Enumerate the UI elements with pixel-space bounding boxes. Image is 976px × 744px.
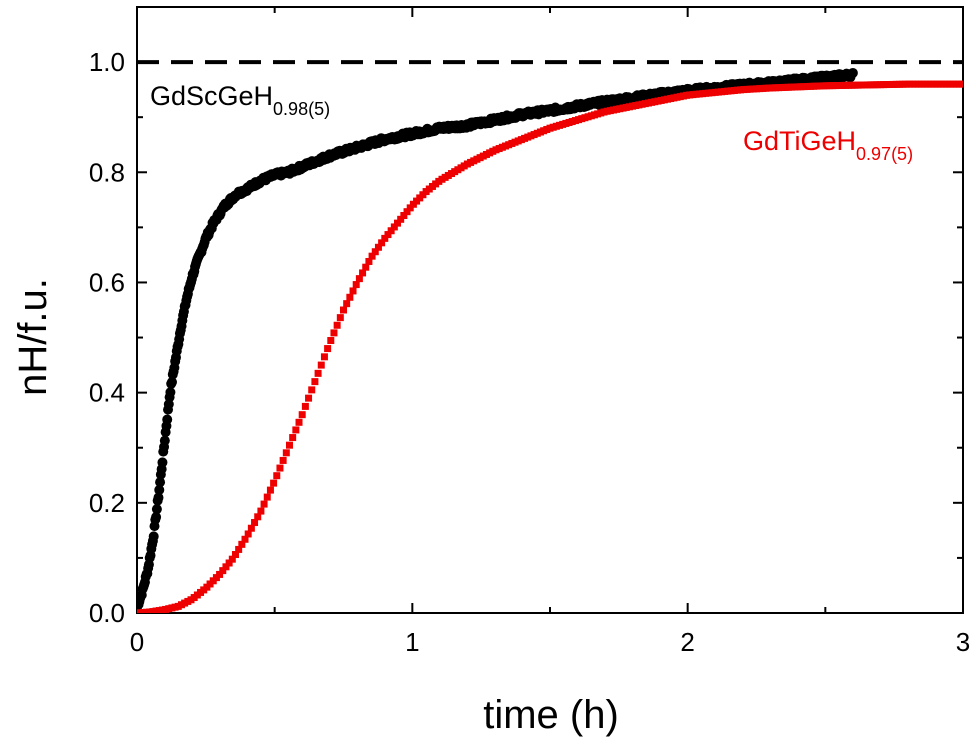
series-gdscgeh-point	[157, 457, 168, 468]
y-tick-label: 1.0	[89, 47, 125, 77]
series-gdtigeh-point	[371, 248, 379, 256]
y-tick-label: 0.8	[89, 157, 125, 187]
series-gdtigeh-point	[270, 479, 278, 487]
series-gdtigeh-point	[349, 287, 357, 295]
series-gdtigeh-point	[219, 567, 227, 575]
series-gdtigeh-point	[406, 204, 414, 212]
data-group	[137, 67, 963, 613]
series-gdscgeh-point	[154, 484, 165, 495]
series-gdtigeh-point	[368, 252, 376, 260]
series-gdtigeh-point	[394, 219, 402, 227]
series-gdtigeh-point	[285, 441, 293, 449]
series-gdtigeh-point	[241, 535, 249, 543]
series-gdtigeh-point	[355, 275, 363, 283]
series-gdtigeh-point	[311, 378, 319, 386]
series-gdtigeh-point	[352, 281, 360, 289]
series-gdtigeh-point	[295, 418, 303, 426]
series-gdscgeh-point	[151, 511, 162, 522]
series-gdtigeh-point	[384, 231, 392, 239]
series-gdtigeh-point	[381, 234, 389, 242]
series-gdtigeh-point	[336, 314, 344, 322]
series-gdtigeh-point	[282, 449, 290, 457]
series-label-gdtigeh: GdTiGeH0.97(5)	[743, 126, 913, 164]
x-axis-title: time (h)	[483, 693, 619, 737]
series-gdtigeh-point	[276, 464, 284, 472]
series-gdtigeh-point	[238, 540, 246, 548]
series-gdtigeh-point	[362, 263, 370, 271]
series-gdtigeh-point	[251, 519, 259, 527]
series-gdtigeh-point	[254, 513, 262, 521]
series-gdtigeh-point	[387, 227, 395, 235]
series-gdtigeh-point	[330, 329, 338, 337]
series-gdscgeh-point	[166, 377, 177, 388]
series-gdtigeh-point	[340, 306, 347, 314]
series-gdtigeh-point	[305, 394, 313, 402]
series-gdtigeh-point	[317, 361, 325, 369]
series-gdtigeh-point	[390, 223, 398, 231]
series-gdtigeh-point	[403, 208, 411, 216]
series-gdtigeh-point	[225, 559, 233, 567]
series-gdscgeh-point	[148, 531, 159, 542]
series-gdtigeh-point	[289, 434, 297, 442]
series-gdtigeh-point	[292, 426, 300, 434]
x-tick-label: 0	[130, 627, 144, 657]
series-gdtigeh-point	[231, 551, 239, 559]
series-gdscgeh-point	[162, 414, 173, 425]
series-gdtigeh-point	[333, 321, 341, 329]
x-tick-label: 1	[405, 627, 419, 657]
series-gdtigeh-point	[346, 293, 354, 301]
x-tick-label: 3	[956, 627, 970, 657]
series-gdtigeh-point	[260, 500, 268, 508]
series-gdtigeh-point	[365, 257, 373, 265]
series-gdtigeh-point	[400, 211, 408, 219]
y-tick-label: 0.4	[89, 378, 125, 408]
series-gdtigeh-point	[244, 530, 252, 538]
series-gdtigeh-point	[343, 300, 351, 308]
series-gdtigeh-point	[216, 570, 224, 578]
series-gdtigeh-point	[235, 545, 243, 553]
series-gdtigeh-point	[257, 507, 265, 515]
y-tick-label: 0.0	[89, 598, 125, 628]
series-gdtigeh-point	[397, 215, 405, 223]
series-gdtigeh-point	[324, 345, 332, 353]
series-gdtigeh-point	[247, 524, 255, 532]
series-gdtigeh-point	[327, 337, 335, 345]
series-gdtigeh-point	[959, 80, 963, 88]
series-gdtigeh-point	[298, 411, 306, 419]
series-gdtigeh-point	[314, 369, 322, 377]
series-gdtigeh-point	[273, 472, 281, 480]
series-gdscgeh-point	[151, 504, 162, 515]
series-gdscgeh-point	[155, 477, 166, 488]
series-gdtigeh-point	[374, 243, 382, 251]
y-axis-title: nH/f.u.	[11, 278, 55, 396]
series-gdtigeh-point	[378, 239, 386, 247]
series-gdtigeh-point	[266, 486, 274, 494]
series-gdscgeh-point	[153, 492, 164, 503]
y-tick-label: 0.2	[89, 488, 125, 518]
series-gdtigeh-point	[263, 493, 271, 501]
series-gdscgeh-point	[165, 387, 176, 398]
series-gdtigeh-point	[308, 386, 316, 394]
series-gdtigeh-point	[301, 402, 309, 410]
series-gdtigeh-point	[359, 269, 367, 277]
series-gdtigeh-point	[279, 456, 287, 464]
series-gdscgeh-point	[159, 435, 170, 446]
series-label-gdscgeh: GdScGeH0.98(5)	[150, 81, 330, 119]
series-gdscgeh-point	[847, 67, 858, 78]
x-tick-label: 2	[680, 627, 694, 657]
series-gdtigeh-point	[228, 555, 236, 563]
series-gdtigeh-point	[222, 563, 230, 571]
series-gdtigeh-point	[320, 353, 328, 361]
y-tick-label: 0.6	[89, 267, 125, 297]
